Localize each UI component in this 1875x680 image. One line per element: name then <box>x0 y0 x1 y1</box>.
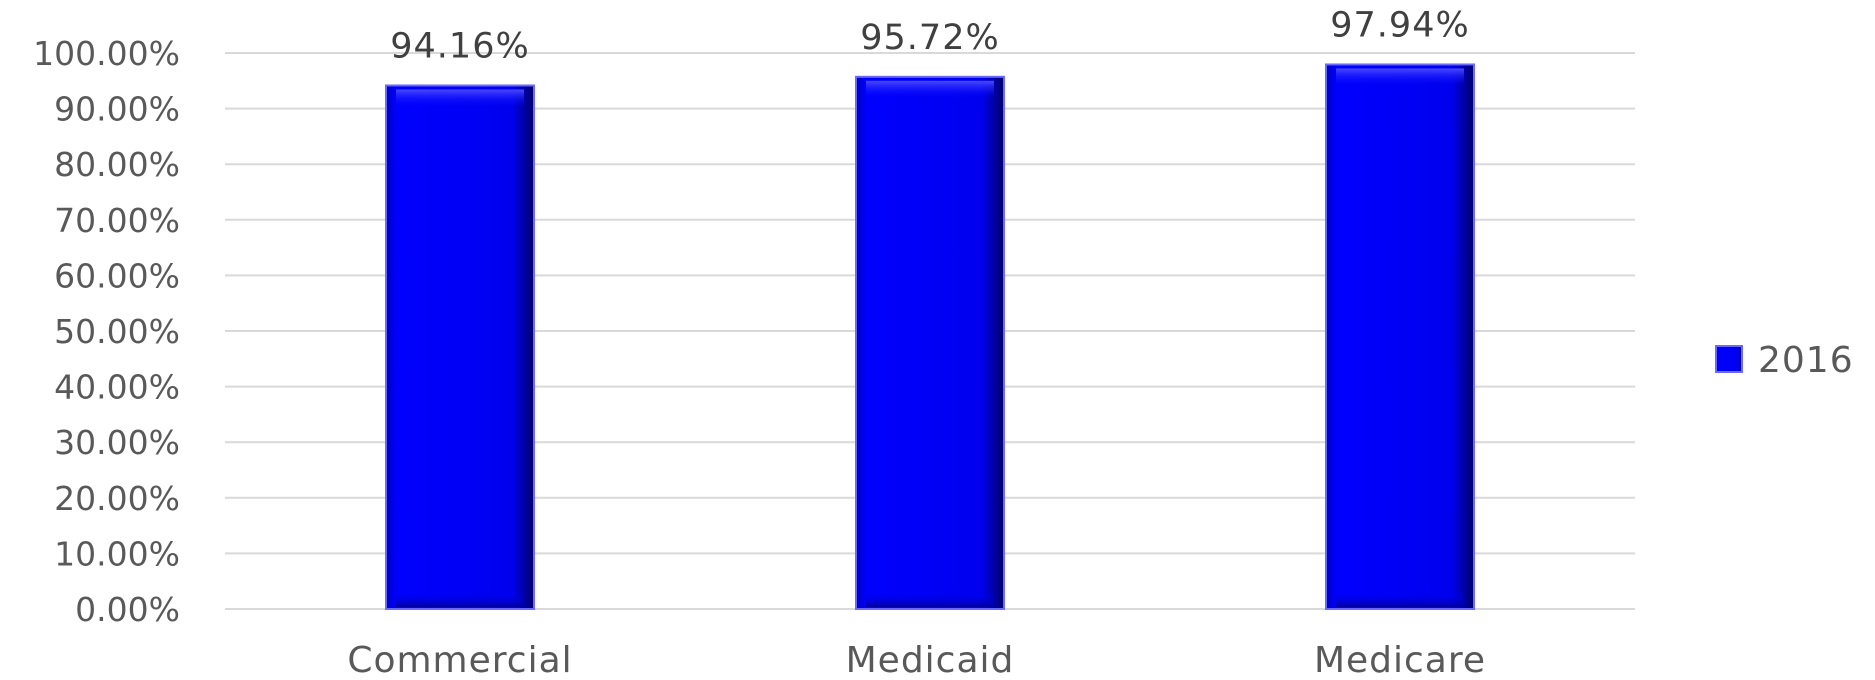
y-tick-label: 100.00% <box>33 34 180 73</box>
y-tick-label: 0.00% <box>75 590 180 629</box>
bar-top-bevel <box>866 80 994 99</box>
data-labels: 94.16% 95.72% 97.94% <box>390 5 1469 66</box>
y-tick-label: 40.00% <box>54 368 180 407</box>
x-tick-label: Medicare <box>1314 640 1486 680</box>
y-tick-label: 60.00% <box>54 256 180 295</box>
x-axis-tick-labels: Commercial Medicaid Medicare <box>347 640 1486 680</box>
bar-medicare <box>1325 63 1475 610</box>
bars <box>385 63 1475 610</box>
y-tick-label: 30.00% <box>54 423 180 462</box>
legend-label: 2016 <box>1758 340 1854 381</box>
legend-swatch <box>1715 345 1743 373</box>
x-tick-label: Commercial <box>347 640 572 680</box>
bar-top-bevel <box>1336 68 1464 87</box>
bar-bottom-bevel <box>396 591 524 607</box>
x-tick-label: Medicaid <box>846 640 1015 680</box>
y-axis-tick-labels: 0.00% 10.00% 20.00% 30.00% 40.00% 50.00% 60.00… <box>33 34 180 629</box>
bar-commercial <box>385 84 535 610</box>
legend: 2016 <box>1715 340 1854 381</box>
y-tick-label: 20.00% <box>54 479 180 518</box>
y-tick-label: 50.00% <box>54 312 180 351</box>
y-tick-label: 90.00% <box>54 90 180 129</box>
bar-body <box>385 84 535 610</box>
bar-bottom-bevel <box>866 591 994 607</box>
bar-body <box>1325 63 1475 610</box>
bar-medicaid <box>855 75 1005 610</box>
data-label: 94.16% <box>390 26 529 66</box>
y-tick-label: 80.00% <box>54 145 180 184</box>
bar-top-bevel <box>396 89 524 108</box>
data-label: 97.94% <box>1330 5 1469 45</box>
bar-body <box>855 75 1005 610</box>
y-tick-label: 10.00% <box>54 534 180 573</box>
data-label: 95.72% <box>860 18 999 58</box>
y-tick-label: 70.00% <box>54 201 180 240</box>
bar-bottom-bevel <box>1336 591 1464 607</box>
